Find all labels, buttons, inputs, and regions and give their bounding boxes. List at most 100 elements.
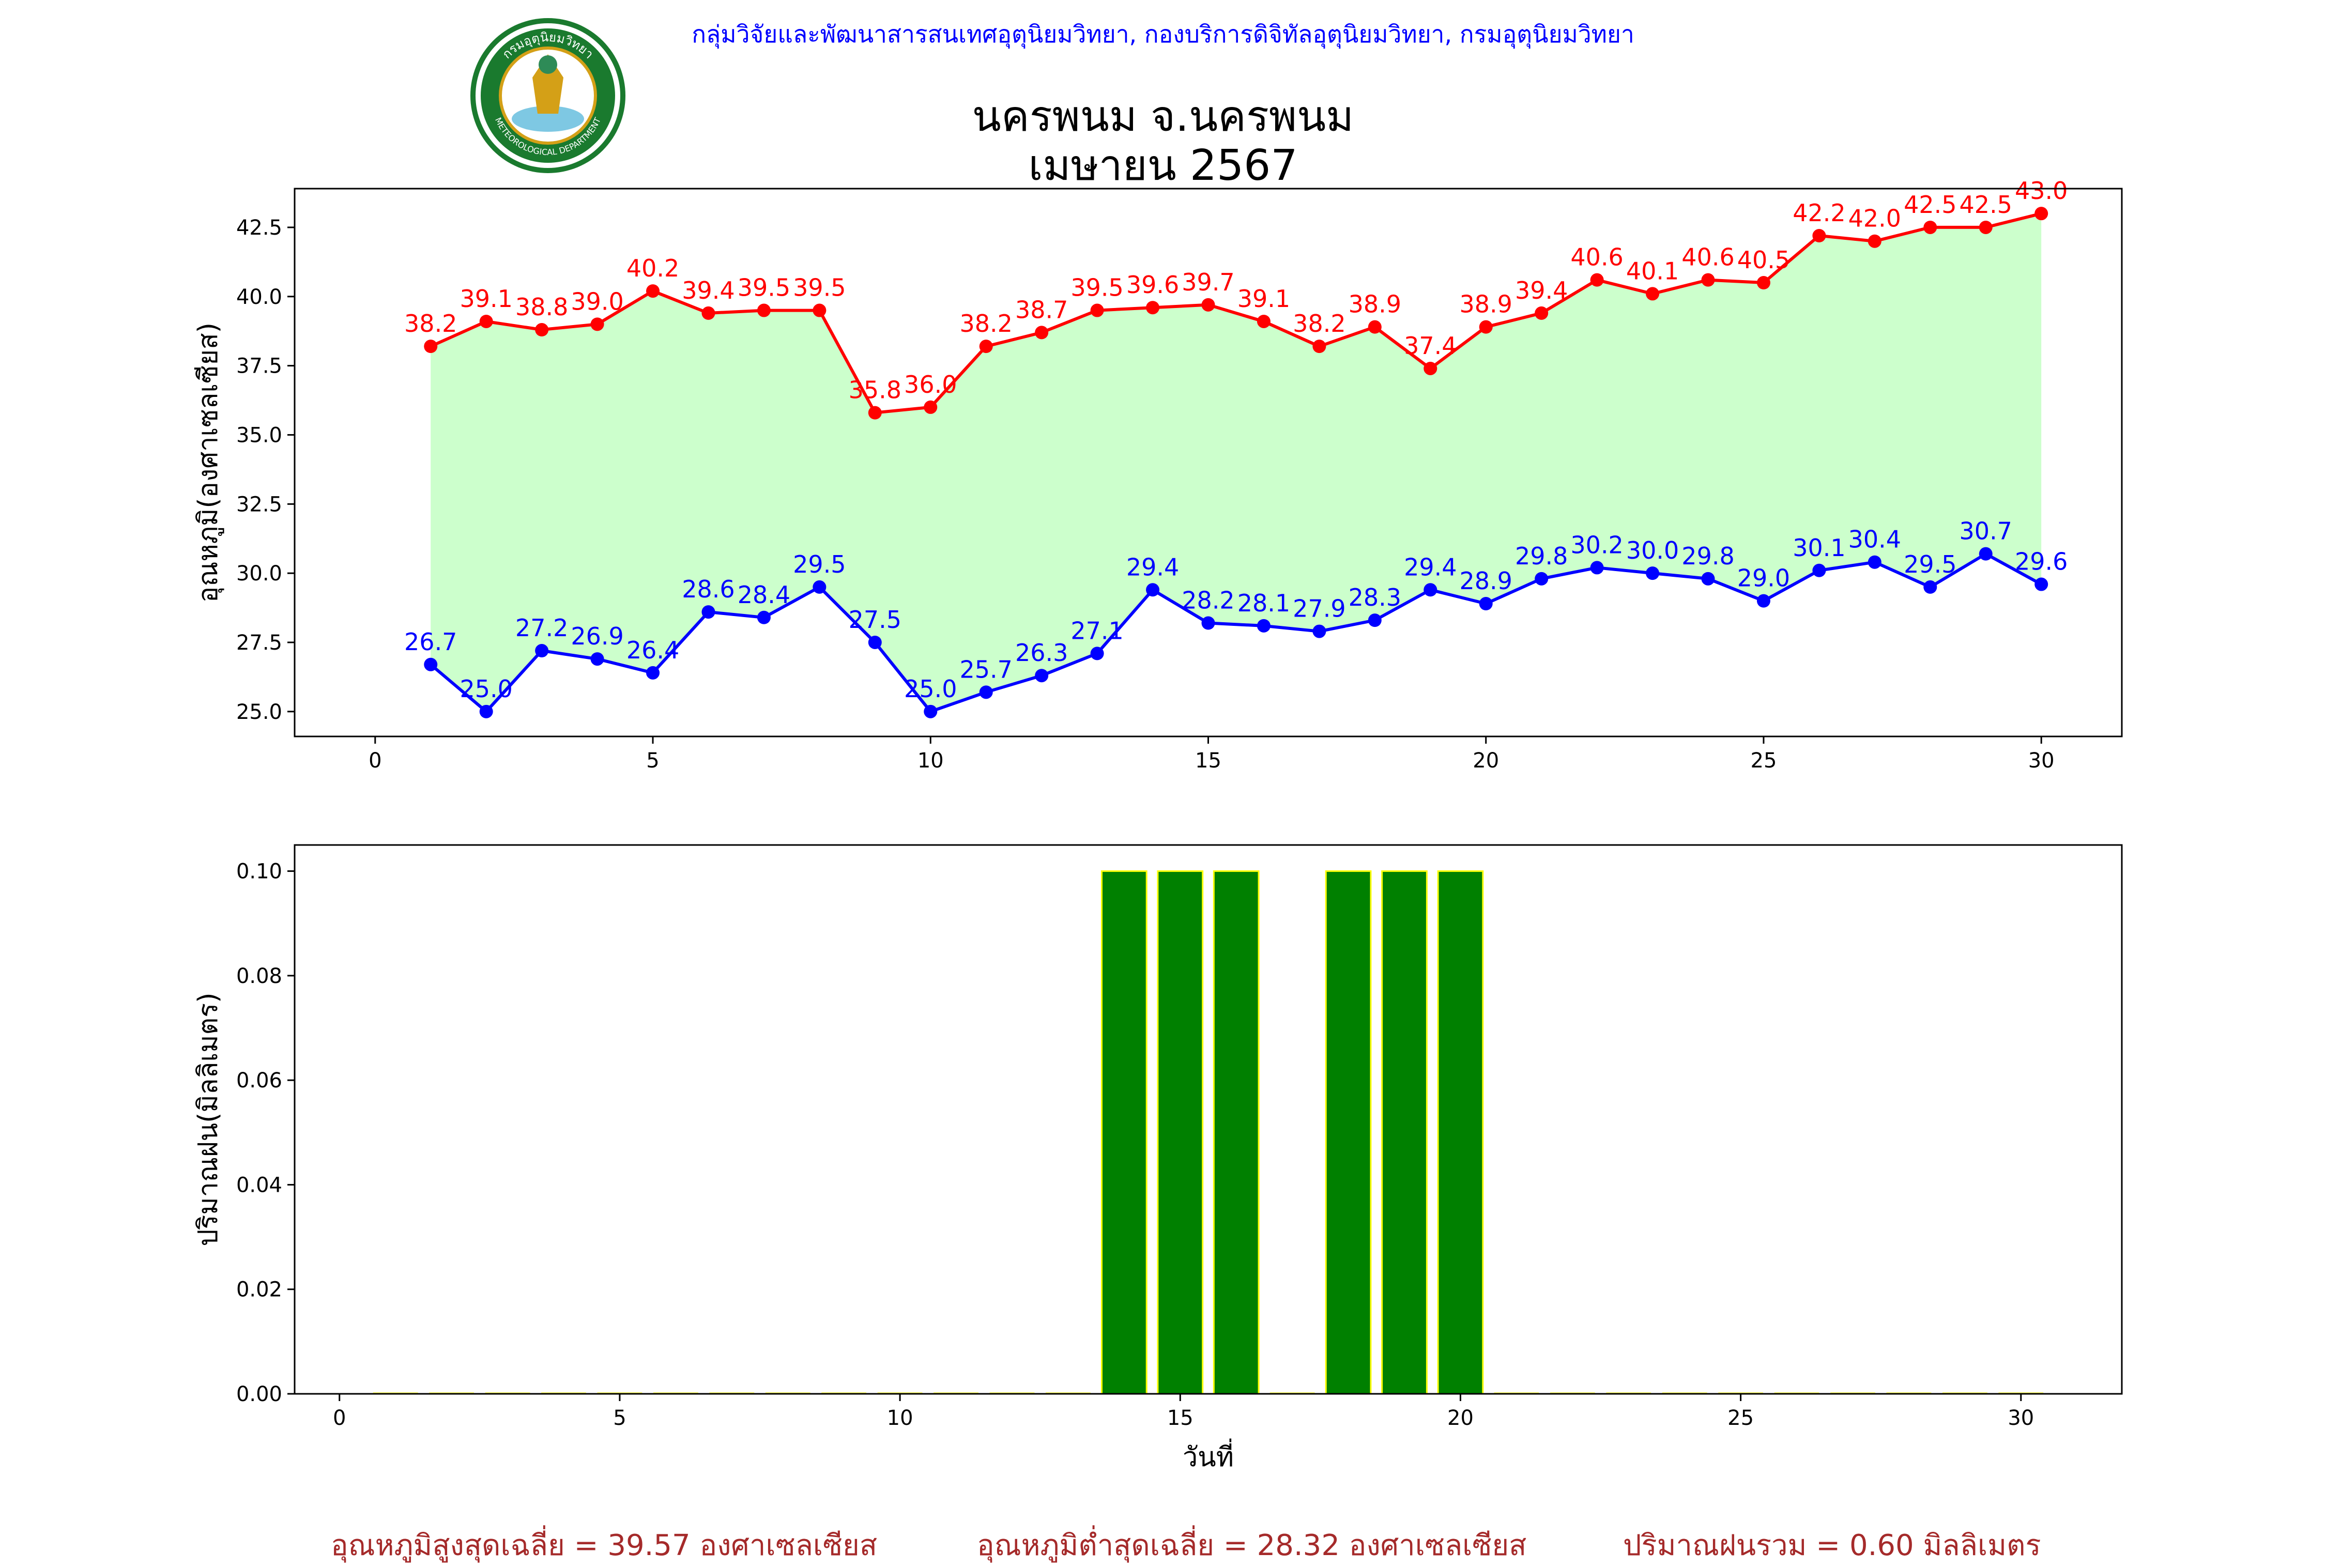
max-temp-point [924, 400, 938, 414]
max-temp-point [1535, 306, 1549, 320]
max-temp-label: 39.4 [682, 276, 734, 304]
min-temp-label: 27.1 [1070, 617, 1123, 644]
max-temp-point [646, 284, 660, 298]
min-temp-point [1479, 597, 1493, 611]
chart-subtitle: เมษายน 2567 [1028, 141, 1298, 190]
max-temp-point [1257, 314, 1271, 328]
max-temp-label: 38.2 [404, 310, 457, 337]
max-temp-point [868, 406, 882, 420]
y-tick-label: 27.5 [236, 631, 282, 655]
max-temp-label: 38.2 [1293, 310, 1345, 337]
max-temp-point [1701, 273, 1715, 287]
x-tick-label: 20 [1447, 1406, 1474, 1430]
max-temp-label: 36.0 [904, 371, 957, 398]
min-temp-point [1590, 561, 1604, 575]
y-tick-label: 30.0 [236, 562, 282, 586]
min-temp-point [646, 666, 660, 680]
max-temp-line [430, 212, 2042, 414]
min-temp-point [813, 580, 827, 594]
x-tick-label: 15 [1195, 749, 1221, 773]
max-temp-label: 38.7 [1015, 296, 1068, 324]
rainfall-plot-frame [294, 844, 2123, 1395]
max-temp-point [424, 340, 438, 353]
min-temp-label: 28.3 [1349, 583, 1401, 611]
max-temp-point [1646, 287, 1660, 301]
max-temp-label: 42.0 [1848, 205, 1901, 233]
y-tick-label: 0.02 [236, 1278, 282, 1302]
rain-bar [1437, 870, 1484, 1395]
min-temp-label: 25.0 [460, 675, 512, 703]
x-tick-label: 30 [2008, 1406, 2034, 1430]
min-temp-point [1424, 583, 1437, 597]
min-temp-label: 28.6 [682, 575, 734, 603]
y-tick-label: 0.08 [236, 964, 282, 988]
max-temp-label: 39.7 [1182, 268, 1234, 296]
max-temp-label: 38.9 [1349, 290, 1401, 318]
x-tick-label: 30 [2028, 749, 2055, 773]
rainfall-x-axis-label: วันที่ [1183, 1438, 1234, 1473]
max-temp-point [1201, 298, 1215, 312]
rain-bar [1213, 870, 1260, 1395]
min-temp-label: 29.5 [1904, 550, 1956, 578]
max-temp-point [479, 314, 493, 328]
y-tick-label: 40.0 [236, 285, 282, 309]
avg-min-temp-summary: อุณหภูมิต่ำสุดเฉลี่ย = 28.32 องศาเซลเซีย… [977, 1529, 1527, 1562]
min-temp-point [1535, 572, 1549, 586]
max-temp-label: 40.2 [626, 254, 679, 282]
min-temp-point [701, 605, 715, 619]
min-temp-point [924, 704, 938, 718]
max-temp-point [1756, 276, 1770, 290]
max-temp-label: 39.5 [1070, 274, 1123, 302]
min-temp-point [1701, 572, 1715, 586]
min-temp-point [868, 635, 882, 649]
min-temp-label: 30.7 [1960, 517, 2012, 545]
max-temp-label: 39.5 [738, 274, 790, 302]
max-temp-label: 42.5 [1904, 191, 1956, 219]
temperature-chart: 38.239.1 38.8 39.040.239.4 39.5 39.535.8 36.0… [193, 177, 2123, 773]
max-temp-label: 42.5 [1960, 191, 2012, 219]
min-temp-point [590, 652, 604, 666]
max-temp-point [1090, 303, 1104, 317]
min-temp-label: 29.4 [1404, 553, 1457, 581]
min-temp-point [1368, 613, 1382, 627]
x-tick-label: 10 [917, 749, 944, 773]
min-temp-label: 27.9 [1293, 595, 1345, 623]
x-tick-label: 15 [1167, 1406, 1193, 1430]
min-temp-point [1923, 580, 1937, 594]
max-temp-point [1812, 229, 1826, 243]
max-temp-label: 39.1 [1237, 285, 1290, 313]
max-temp-label: 39.0 [571, 287, 623, 315]
x-tick-label: 25 [1751, 749, 1777, 773]
max-temp-label: 37.4 [1404, 332, 1457, 360]
min-temp-point [1646, 566, 1660, 580]
min-temp-label: 28.9 [1460, 567, 1512, 595]
rain-bar [1157, 870, 1204, 1395]
max-temp-label: 40.6 [1570, 243, 1623, 271]
min-temp-label: 30.2 [1570, 531, 1623, 559]
meteorological-department-logo: กรมอุตุนิยมวิทยา METEOROLOGICAL DEPARTME… [470, 18, 625, 173]
min-temp-point [535, 644, 549, 658]
total-rain-summary: ปริมาณฝนรวม = 0.60 มิลลิเมตร [1623, 1529, 2041, 1562]
min-temp-point [979, 685, 993, 699]
min-temp-label: 30.1 [1793, 534, 1845, 562]
max-temp-label: 40.6 [1681, 243, 1734, 271]
min-temp-label: 28.1 [1237, 589, 1290, 617]
max-temp-point [535, 323, 549, 337]
min-temp-label: 30.0 [1626, 536, 1679, 564]
organization-header: กลุ่มวิจัยและพัฒนาสารสนเทศอุตุนิยมวิทยา,… [692, 20, 1634, 48]
max-temp-point [1368, 320, 1382, 334]
x-tick-label: 25 [1727, 1406, 1754, 1430]
min-temp-label: 25.7 [960, 655, 1013, 683]
min-temp-label: 26.4 [626, 636, 679, 664]
x-tick-label: 10 [887, 1406, 913, 1430]
x-tick-label: 5 [613, 1406, 626, 1430]
min-temp-line [430, 552, 2042, 714]
min-temp-point [2034, 577, 2048, 591]
max-temp-label: 38.2 [960, 310, 1013, 337]
min-temp-label: 28.4 [738, 581, 790, 609]
max-temp-label: 40.1 [1626, 257, 1679, 285]
min-temp-label: 29.4 [1126, 553, 1179, 581]
x-tick-label: 5 [646, 749, 659, 773]
max-temp-point [590, 317, 604, 331]
